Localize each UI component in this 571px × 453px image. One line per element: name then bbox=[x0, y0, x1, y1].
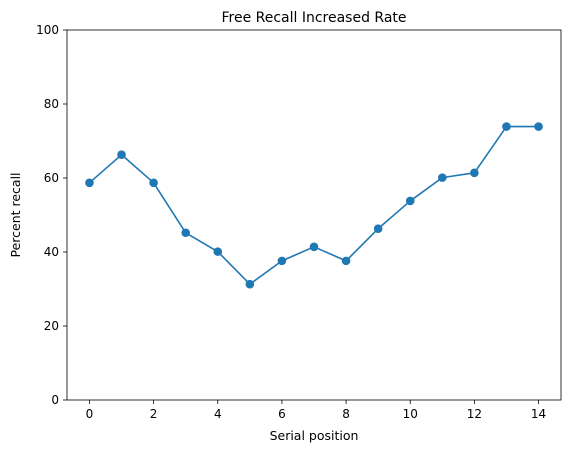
data-point bbox=[470, 168, 479, 178]
data-point bbox=[245, 279, 255, 289]
y-tick-label: 20 bbox=[44, 319, 59, 333]
axes-frame bbox=[66, 29, 562, 401]
data-point bbox=[405, 196, 415, 206]
data-point bbox=[341, 256, 351, 266]
data-point bbox=[277, 256, 287, 266]
x-tick-label: 14 bbox=[531, 407, 546, 421]
y-tick-label: 0 bbox=[51, 393, 59, 407]
chart-title: Free Recall Increased Rate bbox=[221, 10, 406, 26]
y-tick-label: 80 bbox=[44, 97, 59, 111]
data-point bbox=[181, 228, 190, 238]
x-tick-label: 4 bbox=[214, 407, 222, 421]
x-tick-label: 6 bbox=[278, 407, 286, 421]
data-point bbox=[309, 242, 319, 252]
data-point bbox=[438, 173, 447, 182]
y-axis-label: Percent recall bbox=[8, 172, 23, 257]
data-point bbox=[534, 122, 543, 131]
plot-area: 0 2 4 6 8 10 12 14 0 20 40 60 80 100 bbox=[36, 23, 562, 421]
x-tick-label: 0 bbox=[86, 407, 94, 421]
y-tick-label: 60 bbox=[44, 171, 59, 185]
y-tick-label: 100 bbox=[36, 23, 59, 37]
x-tick-label: 2 bbox=[150, 407, 158, 421]
data-point bbox=[502, 122, 511, 131]
x-tick-label: 8 bbox=[342, 407, 350, 421]
data-point bbox=[213, 247, 223, 256]
data-point bbox=[117, 150, 126, 159]
data-point bbox=[85, 178, 94, 188]
data-point bbox=[373, 224, 383, 233]
x-axis-label: Serial position bbox=[270, 428, 359, 443]
data-point bbox=[149, 178, 158, 188]
x-tick-label: 10 bbox=[403, 407, 418, 421]
y-tick-label: 40 bbox=[44, 245, 59, 259]
x-tick-label: 12 bbox=[467, 407, 482, 421]
